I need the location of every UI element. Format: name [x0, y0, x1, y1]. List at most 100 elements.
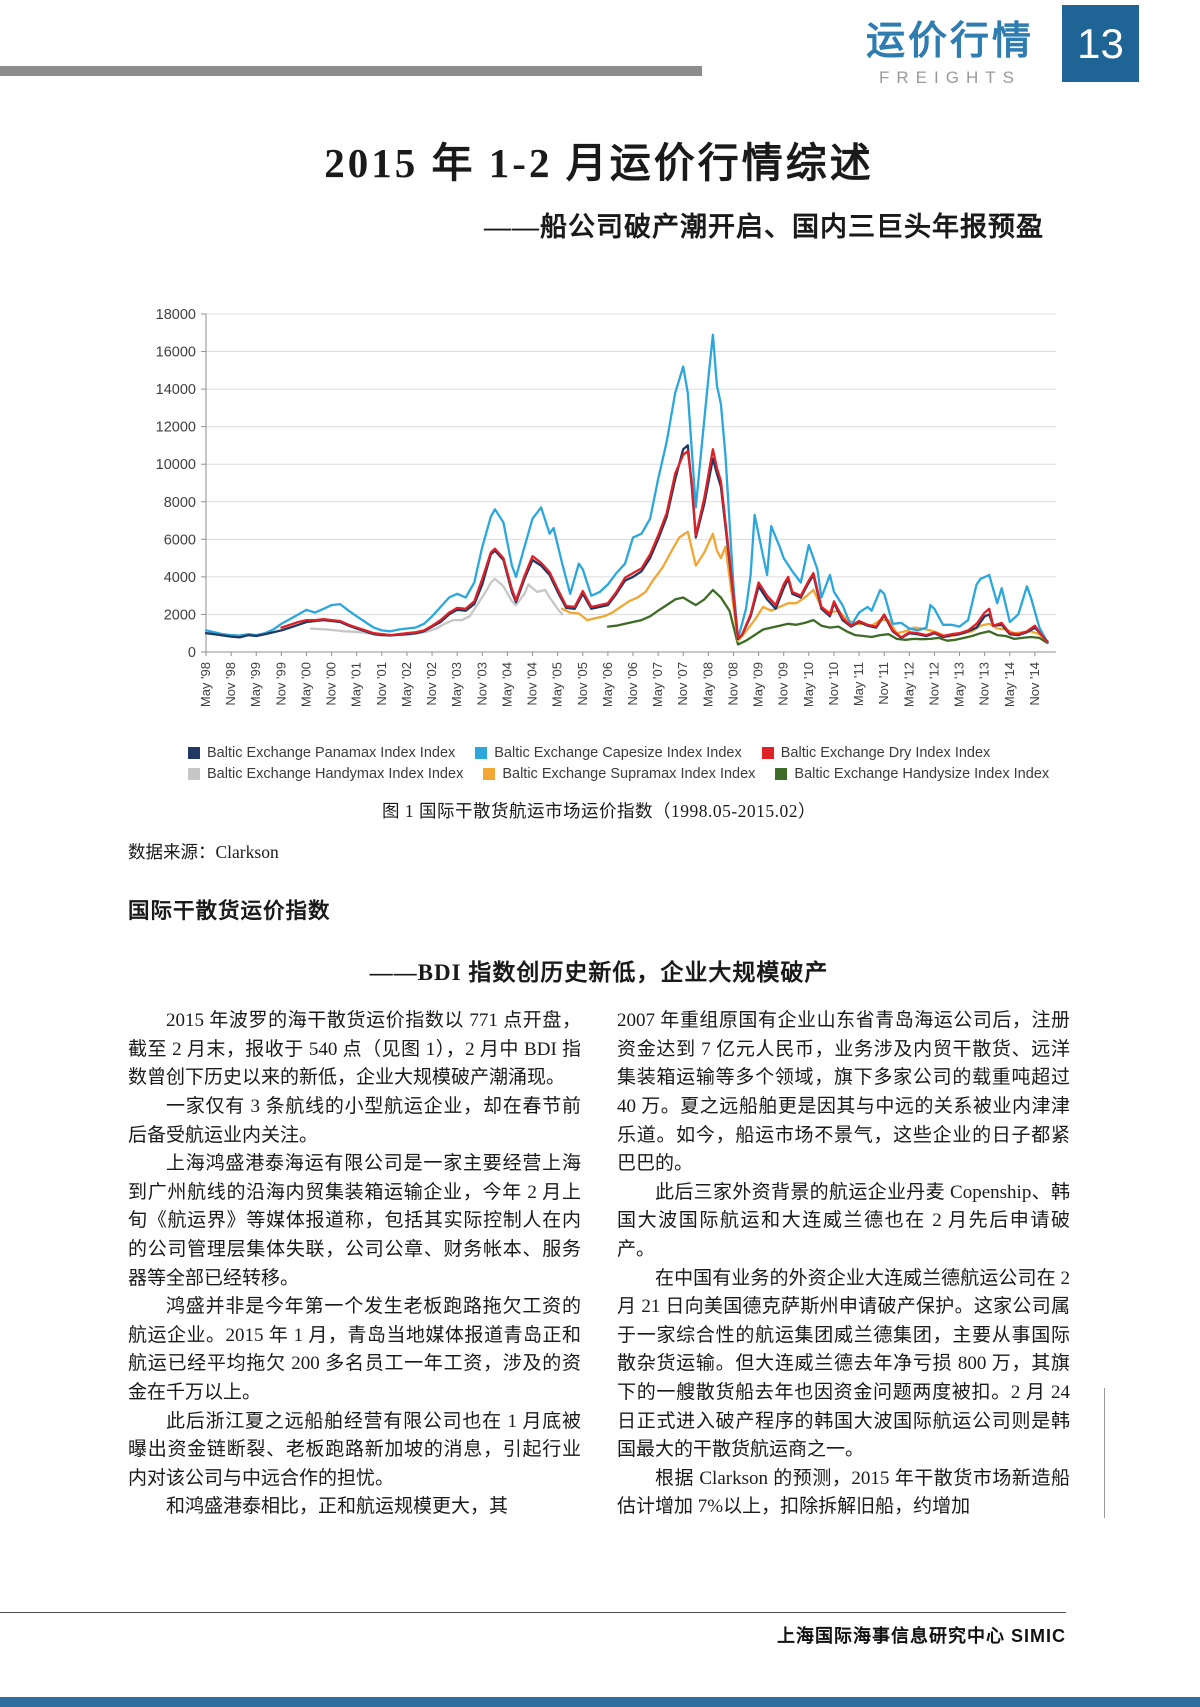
x-axis-label: May '11 [851, 662, 866, 706]
x-axis-label: May '07 [650, 662, 665, 707]
legend-item: Baltic Exchange Handysize Index Index [775, 766, 1049, 782]
x-axis-label: Nov '08 [725, 662, 740, 706]
legend-swatch-icon [775, 768, 788, 781]
x-axis-label: Nov '12 [926, 662, 941, 706]
legend-label: Baltic Exchange Handymax Index Index [207, 766, 464, 783]
body-paragraph: 鸿盛并非是今年第一个发生老板跑路拖欠工资的航运企业。2015 年 1 月，青岛当… [128, 1296, 581, 1403]
series-line-5 [606, 589, 1049, 646]
page-number: 13 [1077, 19, 1124, 67]
legend-swatch-icon [483, 768, 496, 781]
x-axis-label: Nov '05 [575, 662, 590, 706]
x-axis-label: May '10 [801, 662, 816, 707]
legend-swatch-icon [761, 747, 774, 760]
y-axis-label: 8000 [164, 495, 196, 511]
left-column: 2015 年波罗的海干散货运价指数以 771 点开盘，截至 2 月末，报收于 5… [128, 1007, 581, 1522]
page-content: 2015 年 1-2 月运价行情综述 ——船公司破产潮开启、国内三巨头年报预盈 … [128, 0, 1070, 1522]
article-subtitle: ——船公司破产潮开启、国内三巨头年报预盈 [484, 212, 1044, 243]
x-axis-label: May '02 [399, 662, 414, 707]
y-axis-label: 16000 [156, 345, 196, 361]
legend-item: Baltic Exchange Dry Index Index [761, 745, 991, 762]
y-axis-label: 18000 [156, 307, 196, 323]
header-titles: 运价行情 FREIGHTS 13 [865, 0, 1139, 88]
legend-label: Baltic Exchange Handysize Index Index [794, 766, 1050, 783]
x-axis-label: May '98 [198, 662, 213, 707]
body-paragraph: 在中国有业务的外资企业大连威兰德航运公司在 2 月 21 日向美国德克萨斯州申请… [617, 1267, 1070, 1461]
x-axis-label: Nov '03 [474, 662, 489, 706]
section-heading: 国际干散货运价指数 [128, 899, 331, 924]
right-column: 2007 年重组原国有企业山东省青岛海运公司后，注册资金达到 7 亿元人民币，业… [617, 1007, 1070, 1522]
body-paragraph: 2015 年波罗的海干散货运价指数以 771 点开盘，截至 2 月末，报收于 5… [128, 1010, 581, 1089]
x-axis-label: Nov '00 [324, 662, 339, 706]
y-axis-label: 10000 [156, 457, 196, 473]
legend-item: Baltic Exchange Supramax Index Index [483, 766, 755, 782]
right-margin-rule [1104, 1388, 1105, 1518]
legend-row: Baltic Exchange Handymax Index Index Balt… [188, 766, 1070, 782]
y-axis-label: 12000 [156, 420, 196, 436]
x-axis-label: Nov '09 [776, 662, 791, 706]
page-number-box: 13 [1062, 5, 1139, 82]
legend-label: Baltic Exchange Panamax Index Index [207, 745, 456, 762]
x-axis-label: May '08 [700, 662, 715, 707]
y-axis-label: 0 [188, 645, 196, 661]
legend-swatch-icon [188, 747, 200, 760]
body-paragraph: 此后三家外资背景的航运企业丹麦 Copenship、韩国大波国际航运和大连威兰德… [617, 1181, 1070, 1260]
article-title: 2015 年 1-2 月运价行情综述 [324, 140, 874, 186]
x-axis-label: Nov '07 [675, 662, 690, 706]
x-axis-label: May '05 [550, 662, 565, 707]
legend-item: Baltic Exchange Handymax Index Index [188, 766, 463, 782]
chart-svg: 0 2000 4000 6000 8000 10000 12000 14000 16000 180… [156, 307, 1056, 707]
x-axis-label: Nov '11 [876, 662, 891, 705]
x-axis-label: May '99 [248, 662, 263, 707]
data-source-line: 数据来源：Clarkson [128, 839, 1070, 864]
legend-swatch-icon [188, 768, 200, 781]
x-axis-label: Nov '13 [977, 662, 992, 706]
series-line-3 [309, 577, 564, 637]
footer-rule [0, 1612, 1066, 1613]
body-columns: 2015 年波罗的海干散货运价指数以 771 点开盘，截至 2 月末，报收于 5… [128, 1007, 1070, 1522]
header-title-en: FREIGHTS [879, 68, 1021, 87]
x-axis-label: Nov '06 [625, 662, 640, 706]
series-line-0 [204, 444, 1049, 643]
data-source-value: Clarkson [215, 842, 279, 863]
y-axis-label: 2000 [164, 608, 196, 624]
figure-caption: 图 1 国际干散货航运市场运价指数（1998.05-2015.02） [381, 801, 817, 822]
x-axis-label: Nov '14 [1027, 662, 1042, 706]
body-paragraph: 2007 年重组原国有企业山东省青岛海运公司后，注册资金达到 7 亿元人民币，业… [617, 1010, 1070, 1175]
y-axis-label: 4000 [164, 570, 196, 586]
bottom-accent-bar [0, 1697, 1200, 1707]
legend-swatch-icon [475, 747, 488, 760]
legend-item: Baltic Exchange Panamax Index Index [188, 745, 455, 761]
body-paragraph: 上海鸿盛港泰海运有限公司是一家主要经营上海到广州航线的沿海内贸集装箱运输企业，今… [128, 1153, 581, 1289]
x-axis-label: Nov '98 [223, 662, 238, 706]
x-axis-label: May '03 [449, 662, 464, 707]
x-axis-label: May '04 [499, 662, 514, 707]
x-axis-label: May '12 [901, 662, 916, 707]
header-title-cn: 运价行情 [865, 20, 1034, 63]
series-line-2 [280, 448, 1049, 644]
series-line-1 [204, 333, 1049, 645]
body-paragraph: 一家仅有 3 条航线的小型航运企业，却在春节前后备受航运业内关注。 [128, 1096, 581, 1146]
freight-index-line-chart: 0 2000 4000 6000 8000 10000 12000 14000 16000 180… [128, 280, 1073, 743]
y-axis-label: 14000 [156, 382, 196, 398]
body-paragraph: 和鸿盛港泰相比，正和航运规模更大，其 [166, 1496, 509, 1518]
x-axis-label: May '01 [349, 662, 364, 707]
x-axis-label: May '13 [952, 662, 967, 707]
x-axis-label: Nov '99 [273, 662, 288, 706]
legend-label: Baltic Exchange Dry Index Index [780, 745, 991, 762]
x-axis-label: May '00 [298, 662, 313, 707]
x-axis-label: May '09 [751, 662, 766, 707]
legend-label: Baltic Exchange Capesize Index Index [494, 745, 742, 762]
body-paragraph: 根据 Clarkson 的预测，2015 年干散货市场新造船估计增加 7%以上，… [617, 1467, 1070, 1518]
legend-row: Baltic Exchange Panamax Index Index Balti… [188, 745, 1070, 761]
x-axis-label: Nov '04 [525, 662, 540, 706]
x-axis-label: Nov '01 [374, 662, 389, 706]
legend-label: Baltic Exchange Supramax Index Index [502, 766, 756, 783]
section-subheading: ——BDI 指数创历史新低，企业大规模破产 [369, 960, 829, 986]
legend-item: Baltic Exchange Capesize Index Index [475, 745, 742, 762]
header-divider-bar [0, 66, 702, 76]
footer-text: 上海国际海事信息研究中心 SIMIC [776, 1626, 1066, 1646]
x-axis-label: May '06 [600, 662, 615, 707]
y-axis-label: 6000 [164, 533, 196, 549]
x-axis-label: Nov '02 [424, 662, 439, 706]
